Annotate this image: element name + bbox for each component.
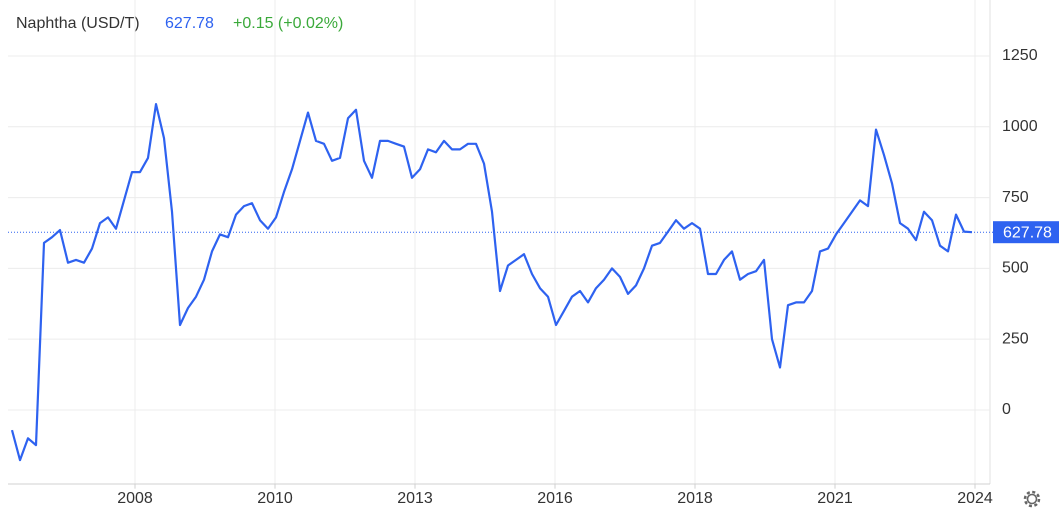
chart-title: Naphtha (USD/T) (16, 15, 140, 32)
x-tick-label: 2010 (257, 490, 293, 507)
x-tick-label: 2008 (117, 490, 153, 507)
x-tick-label: 2016 (537, 490, 573, 507)
y-tick-label: 750 (1002, 189, 1029, 206)
gear-ring (1026, 493, 1038, 505)
gear-teeth (1023, 490, 1041, 508)
x-tick-label: 2024 (957, 490, 993, 507)
y-tick-label: 1250 (1002, 47, 1038, 64)
y-tick-label: 250 (1002, 330, 1029, 347)
y-tick-label: 1000 (1002, 118, 1038, 135)
settings-icon[interactable] (1023, 490, 1041, 508)
x-tick-label: 2013 (397, 490, 433, 507)
grid (8, 0, 990, 484)
price-line (10, 103, 973, 462)
price: 627.78 (165, 15, 214, 32)
y-tick-label: 500 (1002, 260, 1029, 277)
y-tick-label: 0 (1002, 401, 1011, 418)
x-tick-label: 2021 (817, 490, 853, 507)
change: +0.15 (+0.02%) (233, 15, 343, 32)
x-tick-label: 2018 (677, 490, 713, 507)
last-price-tag (993, 221, 1059, 244)
last-price-label: 627.78 (1003, 224, 1052, 241)
